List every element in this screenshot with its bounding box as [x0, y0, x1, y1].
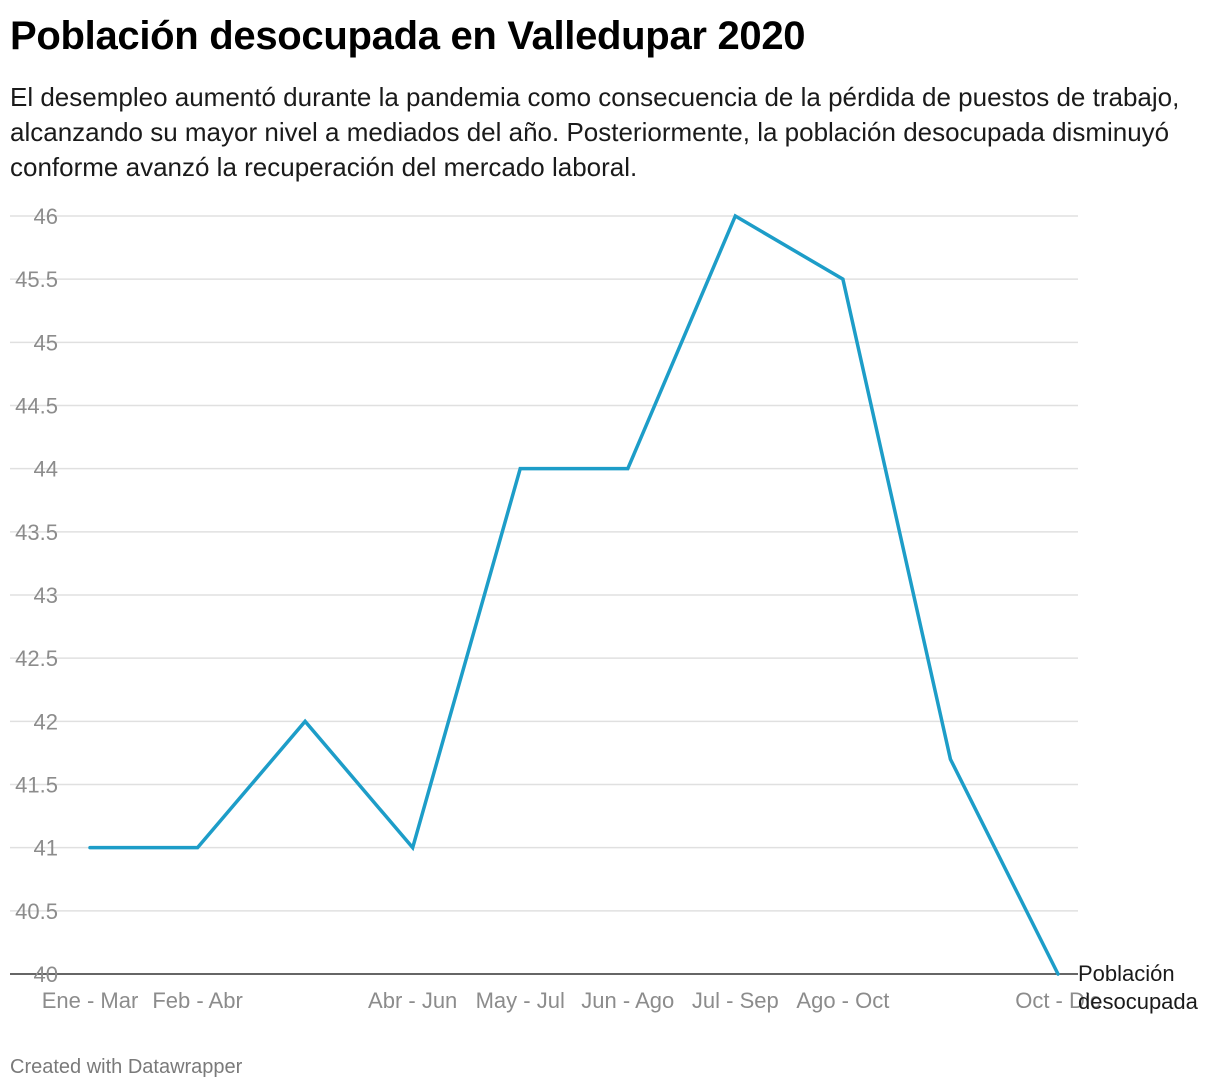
x-axis-ticks: Ene - Mar Feb - Abr Abr - Jun May - Jul Jun …	[42, 988, 1101, 1013]
y-tick-label: 40.5	[15, 899, 58, 924]
y-tick-label: 43.5	[15, 520, 58, 545]
series-lines	[88, 213, 1060, 976]
x-tick-label: Ago - Oct	[796, 988, 889, 1013]
y-tick-label: 45.5	[15, 267, 58, 292]
chart-title: Población desocupada en Valledupar 2020	[10, 14, 806, 58]
y-tick-label: 44	[34, 457, 58, 482]
y-tick-label: 44.5	[15, 394, 58, 419]
x-tick-label: Ene - Mar	[42, 988, 139, 1013]
y-tick-label: 41	[34, 836, 58, 861]
x-tick-label: Feb - Abr	[152, 988, 242, 1013]
y-tick-label: 45	[34, 330, 58, 355]
y-tick-label: 42.5	[15, 646, 58, 671]
y-tick-label: 43	[34, 583, 58, 608]
x-tick-label: May - Jul	[476, 988, 565, 1013]
chart-subtitle: El desempleo aumentó durante la pandemia…	[10, 82, 1180, 182]
x-tick-label: Oct - Dic	[1015, 988, 1101, 1013]
series-labels: Población desocupada	[1078, 961, 1199, 1014]
x-tick-label: Abr - Jun	[368, 988, 457, 1013]
y-tick-label: 42	[34, 709, 58, 734]
x-tick-label: Jun - Ago	[581, 988, 674, 1013]
x-tick-label: Jul - Sep	[692, 988, 779, 1013]
series-label: Población desocupada	[1078, 961, 1199, 1014]
datawrapper-credit: Created with Datawrapper	[10, 1056, 243, 1078]
gridlines	[10, 215, 1078, 975]
y-axis-ticks: 40 40.5 41 41.5 42 42.5 43 43.5 44 44.5 45 45.5 46	[15, 204, 58, 987]
y-tick-label: 40	[34, 962, 58, 987]
y-tick-label: 46	[34, 204, 58, 229]
series-line	[88, 213, 1060, 976]
y-tick-label: 41.5	[15, 773, 58, 798]
